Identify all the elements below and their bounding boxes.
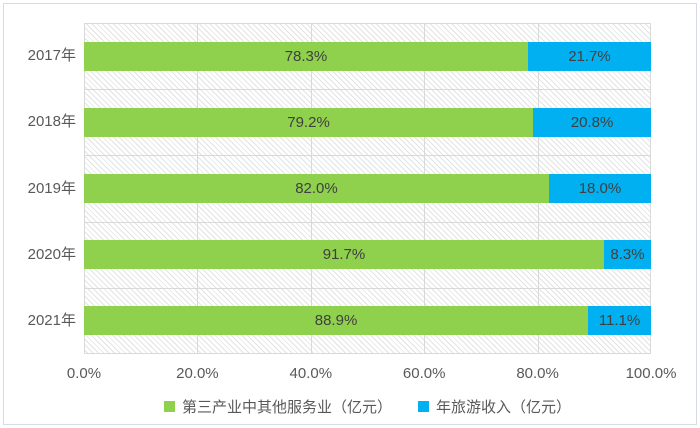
data-label: 79.2%: [287, 113, 330, 131]
bar-segment-tourism: 18.0%: [548, 174, 651, 203]
bar-row: 91.7% 8.3%: [84, 240, 651, 270]
legend-swatch-icon: [163, 401, 175, 412]
plot-area: 78.3% 21.7% 79.2% 20.8% 82.0% 18.0% 91.7% 8.3% 8…: [84, 23, 651, 354]
data-label: 8.3%: [610, 246, 645, 264]
x-axis-tick-label: 60.0%: [402, 365, 446, 382]
bar-row: 79.2% 20.8%: [84, 107, 651, 137]
horizontal-gridline: [84, 89, 651, 91]
bar-segment-tourism: 20.8%: [533, 107, 651, 137]
data-label: 78.3%: [284, 47, 328, 65]
horizontal-gridline: [84, 23, 651, 24]
data-label: 11.1%: [598, 312, 641, 330]
data-label: 21.7%: [568, 47, 611, 65]
legend-label: 年旅游收入（亿元）: [436, 399, 572, 416]
data-label: 18.0%: [578, 180, 622, 197]
bar-segment-services: 88.9%: [84, 306, 589, 336]
legend-label: 第三产业中其他服务业（亿元）: [181, 399, 392, 416]
y-axis-category-label: 2021年: [27, 311, 76, 329]
bar-segment-services: 82.0%: [84, 174, 549, 203]
x-axis-tick-label: 80.0%: [516, 365, 559, 382]
bar-row: 82.0% 18.0%: [84, 174, 651, 203]
bar-segment-tourism: 21.7%: [527, 41, 651, 71]
legend-item-tourism: 年旅游收入（亿元）: [418, 396, 571, 417]
y-axis-category-label: 2019年: [27, 179, 76, 197]
horizontal-gridline: [84, 287, 651, 289]
bar-segment-services: 78.3%: [84, 41, 528, 71]
horizontal-gridline: [84, 155, 651, 157]
bar-row: 88.9% 11.1%: [84, 306, 651, 336]
bar-row: 78.3% 21.7%: [84, 41, 651, 71]
data-label: 91.7%: [322, 246, 366, 264]
bar-segment-tourism: 11.1%: [588, 306, 651, 336]
chart-legend: 第三产业中其他服务业（亿元） 年旅游收入（亿元）: [84, 396, 651, 417]
data-label: 82.0%: [295, 180, 338, 197]
x-axis-tick-label: 0.0%: [66, 365, 102, 382]
x-axis-tick-label: 40.0%: [289, 365, 333, 382]
horizontal-gridline: [84, 221, 651, 223]
y-axis-category-label: 2020年: [27, 245, 76, 263]
data-label: 88.9%: [314, 312, 358, 330]
legend-swatch-icon: [418, 401, 429, 412]
bar-segment-tourism: 8.3%: [603, 240, 651, 270]
bar-segment-services: 79.2%: [84, 107, 534, 137]
y-axis-category-label: 2017年: [27, 47, 76, 65]
x-axis-tick-label: 100.0%: [625, 365, 677, 382]
y-axis-category-label: 2018年: [27, 113, 76, 131]
x-axis-tick-label: 20.0%: [176, 365, 219, 382]
horizontal-gridline: [84, 353, 651, 354]
legend-item-services: 第三产业中其他服务业（亿元）: [163, 396, 392, 417]
bar-segment-services: 91.7%: [84, 240, 604, 270]
data-label: 20.8%: [570, 113, 614, 131]
